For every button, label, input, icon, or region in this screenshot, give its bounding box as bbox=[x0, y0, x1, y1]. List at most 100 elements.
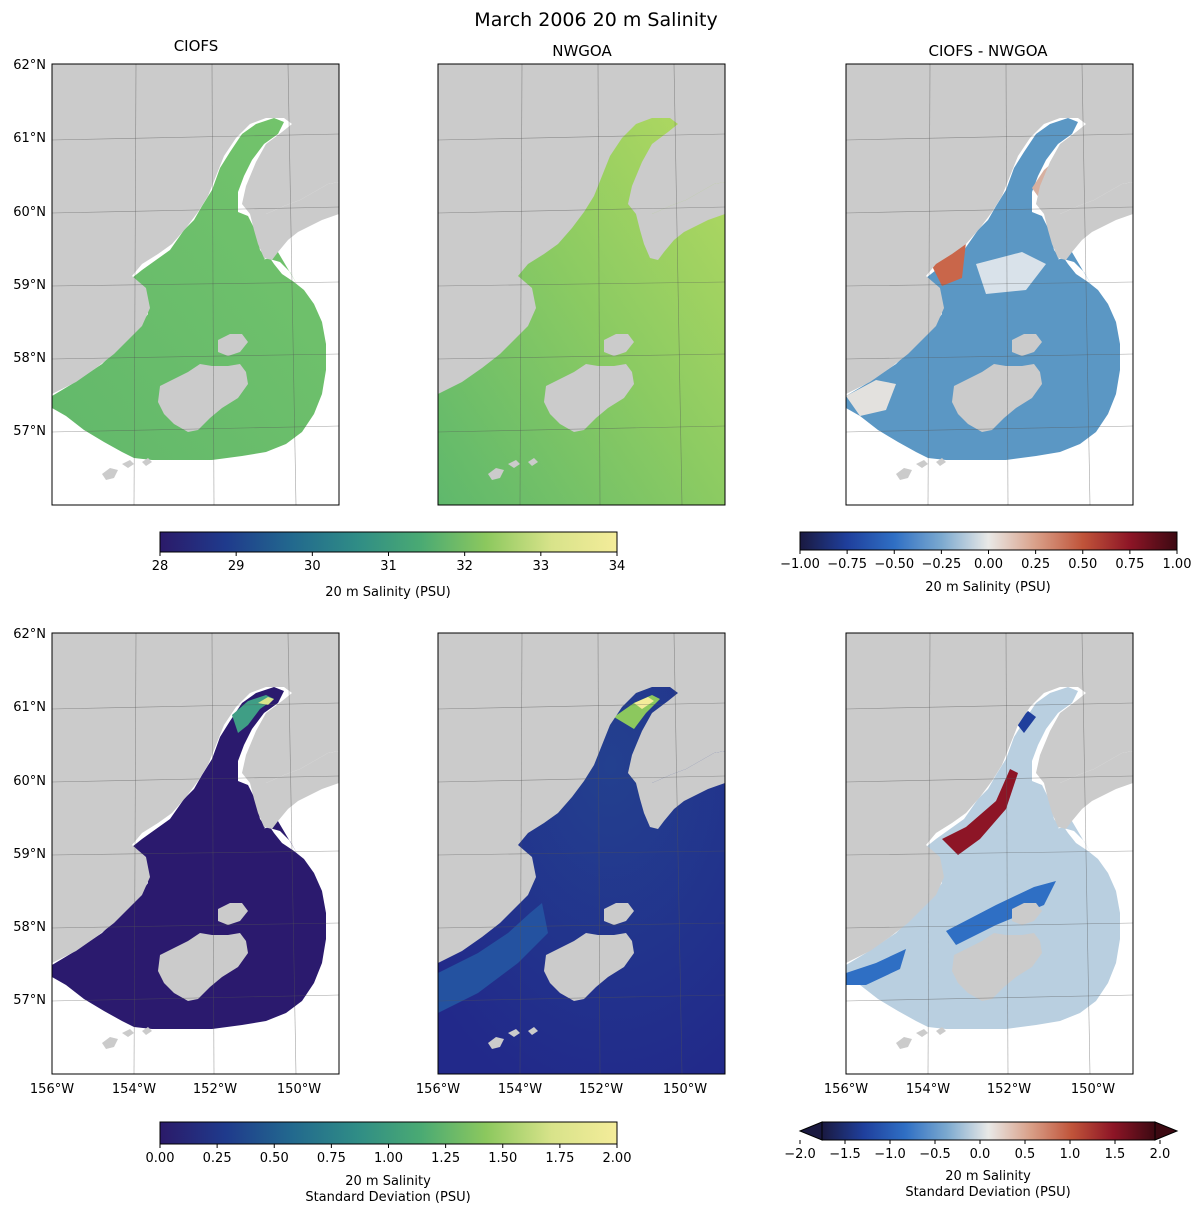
colorbar-tick-label: 1.50 bbox=[488, 1151, 517, 1166]
lat-label: 57°N bbox=[13, 993, 46, 1008]
graticule-parallel bbox=[438, 353, 725, 360]
map-panel-nwgoa-salinity bbox=[437, 63, 726, 506]
map-panel-ciofs-salinity bbox=[51, 63, 340, 506]
graticule-meridian bbox=[673, 64, 683, 505]
colorbar-tick-label: 1.00 bbox=[1163, 557, 1192, 572]
land-small-island bbox=[916, 460, 928, 468]
land-mainland bbox=[52, 64, 339, 394]
colorbar-tick-label: 1.5 bbox=[1105, 1147, 1126, 1162]
land-mainland bbox=[846, 64, 1133, 394]
land-kenai-peninsula bbox=[250, 182, 339, 260]
salinity-field bbox=[52, 118, 326, 460]
land-mainland bbox=[438, 633, 725, 963]
graticule-parallel bbox=[52, 206, 339, 214]
graticule-parallel bbox=[846, 206, 1133, 214]
map-panel-nwgoa-std bbox=[437, 632, 726, 1075]
colorbar-tick-label: 29 bbox=[228, 559, 245, 574]
negative-difference-band bbox=[1016, 711, 1036, 733]
graticule bbox=[846, 633, 1133, 1074]
lon-label: 152°W bbox=[987, 1082, 1031, 1097]
colorbar-tick-label: 30 bbox=[304, 559, 321, 574]
map-frame bbox=[51, 632, 340, 1075]
land-small-island bbox=[488, 468, 504, 480]
land-small-island bbox=[122, 460, 134, 468]
graticule-meridian bbox=[1005, 633, 1009, 1074]
colorbar-salinity-diff: −1.00 −0.75 −0.50 −0.25 0.00 0.25 0.50 0.75 1.00… bbox=[780, 531, 1192, 595]
colorbar-tick-label: −0.50 bbox=[874, 557, 914, 572]
land-small-island bbox=[896, 1037, 912, 1049]
graticule bbox=[52, 633, 339, 1074]
map-frame bbox=[845, 632, 1134, 1075]
land-small-island bbox=[936, 458, 946, 466]
graticule bbox=[52, 64, 339, 505]
graticule-parallel bbox=[846, 281, 1133, 287]
map-frame bbox=[437, 632, 726, 1075]
land-small-island bbox=[488, 1037, 504, 1049]
colorbar-tick-label: 0.5 bbox=[1015, 1147, 1036, 1162]
colorbar-tick-label: 1.00 bbox=[374, 1151, 403, 1166]
colorbar-tick-label: 1.75 bbox=[545, 1151, 574, 1166]
lat-label: 58°N bbox=[13, 920, 46, 935]
lon-label: 150°W bbox=[663, 1082, 707, 1097]
map-content bbox=[438, 64, 725, 505]
graticule-parallel bbox=[846, 994, 1133, 1002]
colorbar-extend-max bbox=[1154, 1121, 1179, 1141]
land-small-island bbox=[508, 460, 520, 468]
lon-label: 156°W bbox=[416, 1082, 460, 1097]
colorbar-tick-label: −0.75 bbox=[827, 557, 867, 572]
std-difference-field bbox=[846, 687, 1120, 1029]
lat-label: 60°N bbox=[13, 774, 46, 789]
map-content bbox=[438, 633, 725, 1074]
land-kodiak-island bbox=[952, 933, 1042, 1001]
lon-label: 154°W bbox=[906, 1082, 950, 1097]
graticule-parallel bbox=[52, 994, 339, 1002]
lon-label: 152°W bbox=[579, 1082, 623, 1097]
graticule-parallel bbox=[438, 425, 725, 433]
graticule-meridian bbox=[1081, 64, 1091, 505]
lon-label: 150°W bbox=[1071, 1082, 1115, 1097]
colorbar-tick-label: 0.00 bbox=[974, 557, 1003, 572]
map-content bbox=[846, 64, 1133, 505]
colorbar-extend-min bbox=[798, 1121, 823, 1141]
map-content bbox=[52, 633, 339, 1074]
std-field bbox=[52, 687, 326, 1029]
graticule-parallel bbox=[846, 922, 1133, 929]
land-small-island bbox=[528, 458, 538, 466]
graticule-meridian bbox=[133, 64, 137, 505]
panel-title-nwgoa: NWGOA bbox=[552, 42, 612, 60]
colorbar-tick-label: 2.0 bbox=[1150, 1147, 1171, 1162]
graticule-parallel bbox=[438, 133, 725, 141]
land-small-island bbox=[142, 458, 152, 466]
graticule-parallel bbox=[438, 994, 725, 1002]
lat-label: 61°N bbox=[13, 700, 46, 715]
graticule-meridian bbox=[287, 633, 297, 1074]
lat-labels-bottom: 62°N 61°N 60°N 59°N 58°N 57°N bbox=[13, 627, 46, 1008]
colorbar-tick-label: 0.25 bbox=[203, 1151, 232, 1166]
lon-labels-left: 156°W 154°W 152°W 150°W bbox=[30, 1082, 321, 1097]
lat-label: 59°N bbox=[13, 278, 46, 293]
colorbar-tick-label: 0.75 bbox=[1115, 557, 1144, 572]
map-frame bbox=[51, 63, 340, 506]
lat-label: 61°N bbox=[13, 131, 46, 146]
colorbar-std-bar bbox=[159, 1121, 618, 1145]
graticule-meridian bbox=[287, 64, 297, 505]
lon-label: 154°W bbox=[498, 1082, 542, 1097]
land-kodiak-island bbox=[158, 933, 248, 1001]
graticule-meridian bbox=[673, 633, 683, 1074]
graticule-meridian bbox=[211, 633, 215, 1074]
map-frame bbox=[845, 63, 1134, 506]
graticule-parallel bbox=[52, 133, 339, 141]
graticule-parallel bbox=[438, 775, 725, 783]
colorbar-tick-label: 1.0 bbox=[1060, 1147, 1081, 1162]
map-frame bbox=[437, 63, 726, 506]
land-afognak-island bbox=[604, 334, 634, 356]
colorbar-tick-label: 28 bbox=[152, 559, 169, 574]
lat-label: 62°N bbox=[13, 627, 46, 642]
negative-difference-band bbox=[946, 881, 1056, 945]
lon-label: 156°W bbox=[824, 1082, 868, 1097]
colorbar-tick-label: −2.0 bbox=[784, 1147, 816, 1162]
land-kenai-peninsula bbox=[1044, 751, 1133, 829]
colorbar-tick-label: 0.50 bbox=[260, 1151, 289, 1166]
land-small-island bbox=[142, 1027, 152, 1035]
positive-difference-patch bbox=[930, 242, 966, 286]
